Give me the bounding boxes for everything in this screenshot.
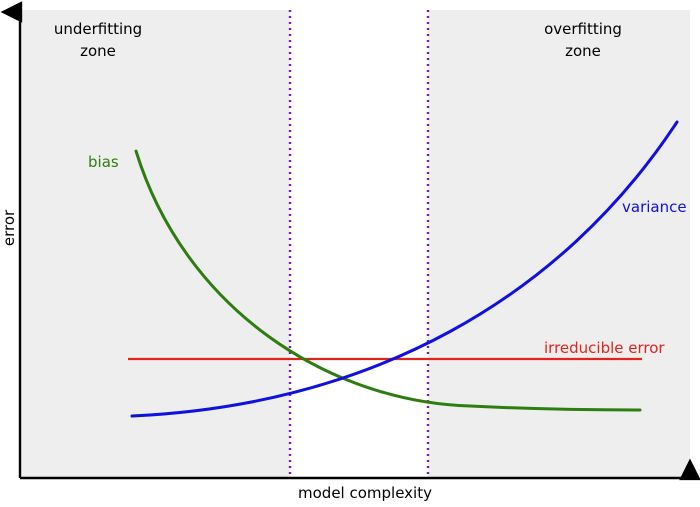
bias-curve xyxy=(134,149,642,412)
underfitting-zone-background xyxy=(20,10,290,478)
overfitting-zone-label-line1: overfitting xyxy=(544,20,622,38)
irreducible-error-label: irreducible error xyxy=(544,339,665,357)
overfitting-zone-label-line2: zone xyxy=(565,42,601,60)
underfitting-zone-label-line1: underfitting xyxy=(54,20,142,38)
bias-label: bias xyxy=(88,153,119,171)
variance-label: variance xyxy=(622,198,687,216)
variance-curve xyxy=(130,120,679,418)
y-axis-label: error xyxy=(0,209,18,246)
underfitting-zone-label-line2: zone xyxy=(80,42,116,60)
overfitting-zone-background xyxy=(428,10,690,478)
x-axis-label: model complexity xyxy=(298,484,432,502)
